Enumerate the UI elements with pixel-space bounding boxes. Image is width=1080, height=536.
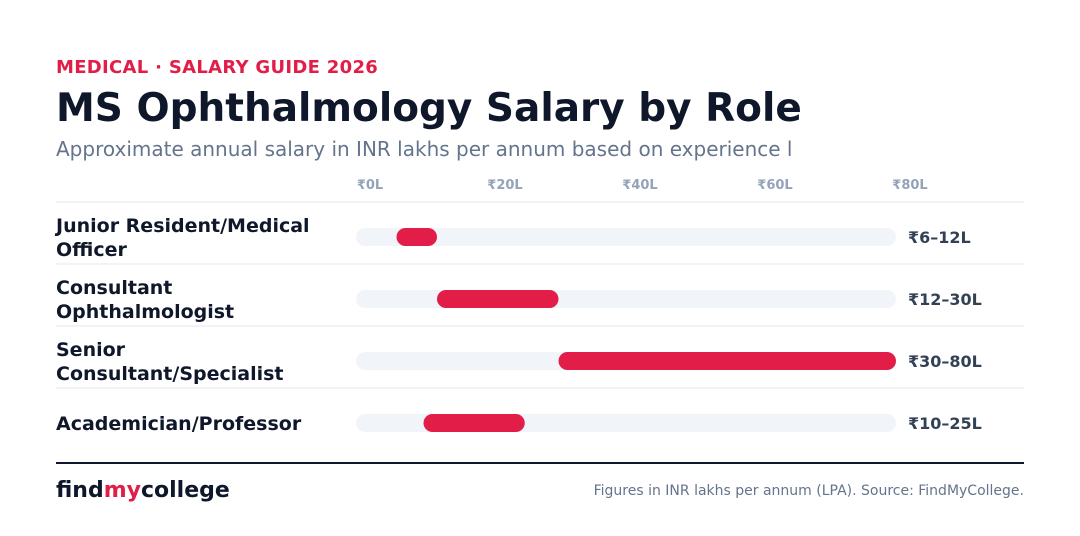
salary-range-bar	[396, 228, 437, 246]
salary-range-value: ₹12–30L	[908, 290, 982, 309]
brand-text-find: find	[56, 478, 104, 503]
axis-tick-label: ₹60L	[757, 178, 792, 193]
brand-logo: findmycollege	[56, 478, 230, 503]
axis-tick-label: ₹0L	[357, 178, 383, 193]
row-label: Academician/Professor	[56, 413, 302, 435]
row-label: Senior	[56, 339, 126, 361]
salary-range-value: ₹6–12L	[908, 228, 971, 247]
source-note: Figures in INR lakhs per annum (LPA). So…	[593, 483, 1024, 499]
salary-range-chart: ₹0L ₹20L ₹40L ₹60L ₹80L Junior Resident/Medic…	[54, 178, 1024, 435]
row-label: Ophthalmologist	[56, 301, 234, 323]
footer-divider	[56, 462, 1024, 464]
brand-text-college: college	[140, 478, 230, 503]
salary-range-bar	[423, 414, 525, 432]
salary-range-value: ₹10–25L	[908, 414, 982, 433]
axis-tick-label: ₹80L	[892, 178, 927, 193]
row-label: Junior Resident/Medical	[54, 215, 310, 237]
page-subtitle: Approximate annual salary in INR lakhs p…	[56, 137, 793, 161]
brand-text-my: my	[103, 478, 141, 503]
axis-tick-label: ₹20L	[487, 178, 522, 193]
axis-tick-label: ₹40L	[622, 178, 657, 193]
salary-range-bar	[558, 352, 896, 370]
page-title: MS Ophthalmology Salary by Role	[56, 86, 802, 131]
salary-range-value: ₹30–80L	[908, 352, 982, 371]
bar-track	[356, 228, 896, 246]
row-label: Consultant/Specialist	[56, 363, 284, 385]
row-label: Officer	[56, 239, 127, 261]
eyebrow-label: MEDICAL · SALARY GUIDE 2026	[56, 57, 379, 78]
row-label: Consultant	[56, 277, 172, 299]
salary-range-bar	[437, 290, 559, 308]
